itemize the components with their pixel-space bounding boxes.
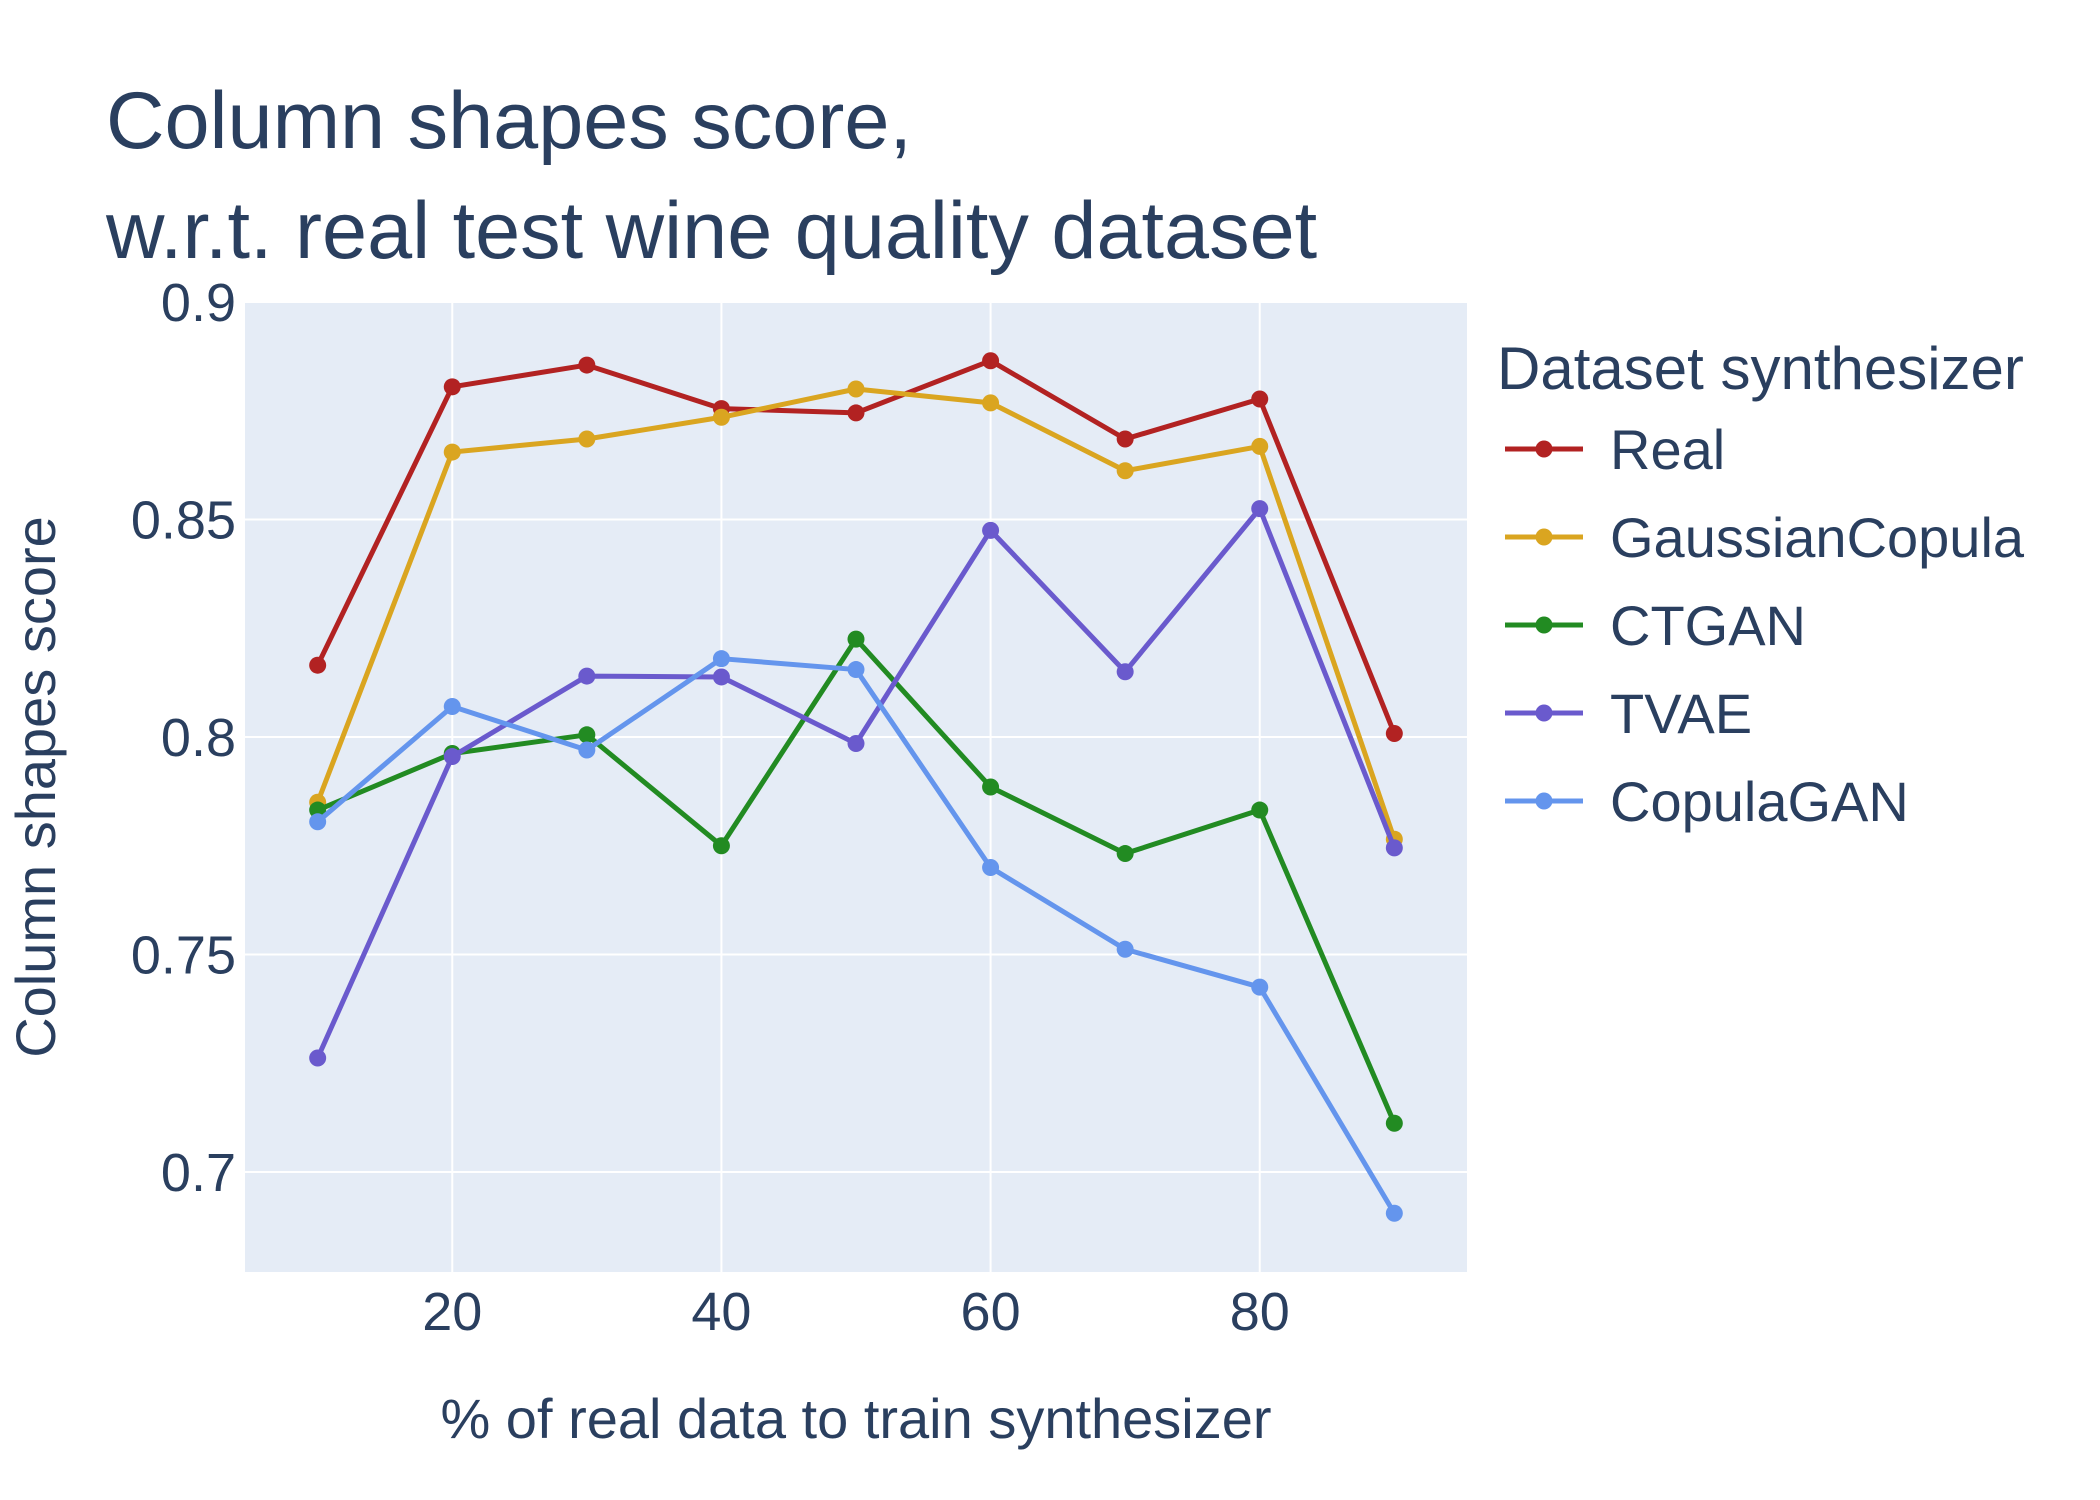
data-point-gaussiancopula <box>578 430 596 448</box>
x-axis-title: % of real data to train synthesizer <box>440 1387 1271 1450</box>
legend-label: Real <box>1610 418 1725 481</box>
data-point-tvae <box>443 748 461 766</box>
data-point-copulagan <box>847 661 865 679</box>
data-point-tvae <box>1116 663 1134 681</box>
data-point-ctgan <box>1116 845 1134 863</box>
data-point-copulagan <box>712 650 730 668</box>
data-point-gaussiancopula <box>443 443 461 461</box>
data-point-real <box>309 656 327 674</box>
chart-title: Column shapes score, w.r.t. real test wi… <box>105 76 1317 276</box>
data-point-ctgan <box>982 778 1000 796</box>
data-point-copulagan <box>443 698 461 716</box>
data-point-ctgan <box>712 837 730 855</box>
legend-item-ctgan[interactable]: CTGAN <box>1505 594 1806 657</box>
grid <box>245 301 1467 1272</box>
legend-swatch-marker <box>1535 704 1553 722</box>
legend-swatch-marker <box>1535 440 1553 458</box>
y-axis-title: Column shapes score <box>4 516 67 1058</box>
data-point-ctgan <box>309 801 327 819</box>
y-tick-label: 0.9 <box>161 273 236 333</box>
data-point-real <box>982 352 1000 370</box>
series-copulagan <box>309 650 1403 1222</box>
x-axis-ticks: 20 40 60 80 <box>422 1282 1290 1342</box>
data-point-copulagan <box>578 741 596 759</box>
y-tick-label: 0.8 <box>161 708 236 768</box>
chart-title-line-2: w.r.t. real test wine quality dataset <box>105 186 1317 276</box>
data-point-tvae <box>578 667 596 685</box>
legend-swatch-marker <box>1535 616 1553 634</box>
series-tvae <box>309 500 1403 1067</box>
data-point-gaussiancopula <box>1251 437 1269 455</box>
data-point-ctgan <box>578 726 596 744</box>
data-point-tvae <box>309 1049 327 1067</box>
legend-item-tvae[interactable]: TVAE <box>1505 682 1752 745</box>
data-point-copulagan <box>1251 978 1269 996</box>
y-axis-ticks: 0.7 0.75 0.8 0.85 0.9 <box>131 273 236 1203</box>
x-tick-label: 40 <box>691 1282 751 1342</box>
legend: Real GaussianCopula CTGAN TVAE CopulaGAN <box>1505 418 2025 833</box>
x-tick-label: 80 <box>1230 1282 1290 1342</box>
data-point-real <box>1116 430 1134 448</box>
legend-title: Dataset synthesizer <box>1497 335 2024 402</box>
data-point-real <box>578 356 596 374</box>
data-point-real <box>443 378 461 396</box>
data-point-copulagan <box>982 858 1000 876</box>
legend-item-gaussiancopula[interactable]: GaussianCopula <box>1505 506 2025 569</box>
data-point-copulagan <box>1385 1204 1403 1222</box>
legend-swatch-marker <box>1535 528 1553 546</box>
legend-item-copulagan[interactable]: CopulaGAN <box>1505 770 1909 833</box>
data-point-real <box>847 404 865 422</box>
data-point-ctgan <box>1251 801 1269 819</box>
series-layer <box>309 352 1403 1222</box>
series-real <box>309 352 1403 742</box>
data-point-copulagan <box>1116 940 1134 958</box>
data-point-gaussiancopula <box>847 380 865 398</box>
data-point-tvae <box>712 668 730 686</box>
data-point-gaussiancopula <box>982 394 1000 412</box>
legend-swatch-marker <box>1535 792 1553 810</box>
y-tick-label: 0.85 <box>131 490 236 550</box>
legend-label: CTGAN <box>1610 594 1806 657</box>
plot-area <box>245 302 1467 1272</box>
data-point-tvae <box>982 521 1000 539</box>
x-tick-label: 60 <box>961 1282 1021 1342</box>
data-point-gaussiancopula <box>712 408 730 426</box>
legend-item-real[interactable]: Real <box>1505 418 1725 481</box>
data-point-gaussiancopula <box>1116 462 1134 480</box>
chart-title-line-1: Column shapes score, <box>106 76 912 166</box>
data-point-real <box>1251 390 1269 408</box>
data-point-copulagan <box>309 813 327 831</box>
y-tick-label: 0.7 <box>161 1143 236 1203</box>
legend-label: TVAE <box>1610 682 1752 745</box>
data-point-ctgan <box>847 630 865 648</box>
legend-label: CopulaGAN <box>1610 770 1909 833</box>
x-tick-label: 20 <box>422 1282 482 1342</box>
data-point-tvae <box>847 735 865 753</box>
data-point-real <box>1385 724 1403 742</box>
y-tick-label: 0.75 <box>131 925 236 985</box>
data-point-tvae <box>1385 839 1403 857</box>
data-point-ctgan <box>1385 1114 1403 1132</box>
legend-label: GaussianCopula <box>1610 506 2025 569</box>
data-point-tvae <box>1251 500 1269 518</box>
